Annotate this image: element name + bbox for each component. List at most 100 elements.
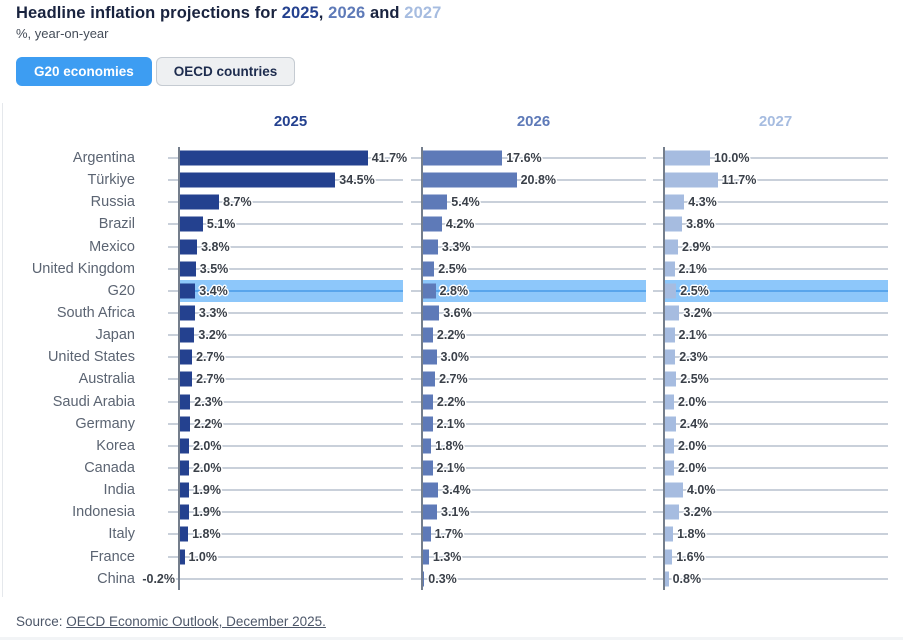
row-gridline [423,223,646,226]
bar-row: 2.1% [411,457,646,479]
value-label: 2.0% [193,438,222,453]
value-label: 1.9% [192,505,222,520]
axis-tick [653,444,663,447]
value-label: 2.5% [680,283,709,298]
bar-row: 4.2% [411,213,646,235]
value-label: 2.7% [196,350,225,365]
category-label: Australia [78,371,135,388]
axis-tick [168,489,178,492]
source-link[interactable]: OECD Economic Outlook, December 2025. [66,614,326,629]
bar [665,283,677,299]
row-gridline [665,245,888,248]
bar-row: 2.0% [168,435,403,457]
bar [180,482,189,498]
category-label: China [97,570,135,587]
bar-row: 1.9% [168,501,403,523]
bar [665,327,675,343]
title-year-2026: 2026 [328,4,366,22]
row-gridline [423,179,646,182]
bar [423,283,436,299]
bar [423,216,442,232]
bar [665,460,674,476]
bar-row: 1.8% [168,523,403,545]
bar-row: 2.5% [653,279,888,302]
value-label: 2.0% [678,461,707,476]
bar-row: 2.1% [653,324,888,346]
row-gridline [423,378,646,381]
value-label: 10.0% [714,151,750,166]
value-label: 2.3% [679,350,708,365]
row-gridline [665,223,888,226]
row-gridline [665,444,888,447]
row-gridline [180,577,403,580]
axis-tick [168,289,178,292]
bar-row: 2.5% [411,258,646,280]
bar-row: 2.7% [411,368,646,390]
axis-tick [653,555,663,558]
bar [423,526,431,542]
axis-tick [411,267,421,270]
bar-row: 3.0% [411,346,646,368]
category-label: United States [47,349,135,366]
bar [665,239,678,255]
tab-g20-economies[interactable]: G20 economies [16,57,152,86]
bar-row: 41.7% [168,147,407,169]
value-label: 2.9% [682,239,711,254]
row-gridline [423,157,646,160]
bar [665,216,683,232]
row-gridline [423,422,646,425]
value-label: 3.5% [199,261,229,276]
axis-tick [411,378,421,381]
bar [423,194,448,210]
bar-row: 2.0% [653,435,888,457]
axis-tick [653,400,663,403]
bar [665,172,718,188]
value-label: 2.2% [436,394,466,409]
bar [180,261,196,277]
bar [665,194,685,210]
axis-tick [168,533,178,536]
axis-tick [168,511,178,514]
value-label: 3.6% [443,306,472,321]
category-label: Italy [108,526,135,543]
category-label: Saudi Arabia [52,393,135,410]
bar [665,349,676,365]
row-gridline [180,555,403,558]
row-gridline [423,467,646,470]
value-label: 4.3% [688,195,717,210]
bar-row: 2.2% [411,324,646,346]
row-gridline [180,533,403,536]
value-label: 1.0% [188,549,218,564]
title-and: and [365,4,405,22]
value-label: 3.3% [198,306,228,321]
value-label: 2.0% [193,461,222,476]
value-label: 4.2% [445,217,475,232]
bar [423,460,433,476]
bar-row: 1.8% [411,435,646,457]
axis-tick [411,334,421,337]
value-label: 3.2% [683,306,712,321]
bar [665,504,680,520]
axis-tick [411,555,421,558]
bar [423,371,436,387]
bar [180,349,193,365]
axis-tick [653,289,663,292]
row-gridline [665,157,888,160]
axis-tick [411,400,421,403]
tab-oecd-countries[interactable]: OECD countries [155,57,296,86]
row-gridline [665,422,888,425]
axis-tick [653,312,663,315]
bar-row: 3.2% [653,501,888,523]
bar [180,460,189,476]
row-gridline [423,334,646,337]
bar-row: 1.8% [653,523,888,545]
axis-tick [411,444,421,447]
row-gridline [180,467,403,470]
bar [180,216,203,232]
category-label: France [89,548,135,565]
bar [423,261,435,277]
bar-row: 3.1% [411,501,646,523]
row-gridline [665,312,888,315]
axis-tick [168,555,178,558]
